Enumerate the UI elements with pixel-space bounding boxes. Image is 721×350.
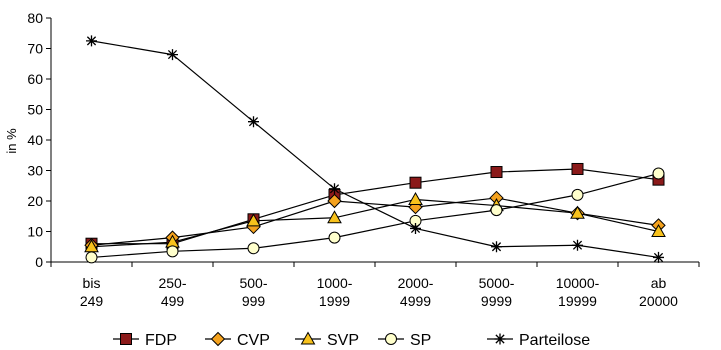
point-parteilose (248, 116, 259, 128)
legend-label-svp: SVP (327, 332, 359, 349)
x-axis-ticks: bis 249 250- 499 500- 999 1000- 1999 2000- 4999 50… (50, 262, 700, 309)
point-sp (85, 251, 98, 264)
point-sp (571, 188, 584, 201)
x-tick-label: 1999 (319, 293, 350, 309)
point-sp (328, 231, 341, 244)
x-tick-label: 5000- (479, 275, 515, 291)
legend-item-svp: SVP (295, 331, 359, 349)
legend-marker-cvp (210, 331, 226, 347)
legend-marker-fdp (120, 333, 132, 345)
y-tick-label: 50 (27, 102, 43, 118)
y-tick-label: 70 (27, 41, 43, 57)
point-fdp (409, 176, 422, 189)
y-axis-label: in % (4, 128, 19, 154)
point-sp (652, 167, 665, 180)
legend-marker-sp (385, 333, 397, 345)
x-tick-label: 499 (161, 293, 185, 309)
point-fdp (571, 162, 584, 175)
x-tick-label: bis (83, 275, 101, 291)
point-fdp (490, 166, 503, 179)
x-tick-label: 249 (80, 293, 104, 309)
point-svp (246, 213, 261, 227)
legend-item-fdp: FDP (113, 332, 177, 349)
point-svp (327, 210, 342, 224)
point-parteilose (410, 222, 421, 234)
point-parteilose (572, 239, 583, 251)
point-svp (570, 205, 585, 219)
legend-item-cvp: CVP (205, 331, 270, 349)
point-parteilose (329, 183, 340, 195)
legend-label-fdp: FDP (145, 332, 177, 349)
x-tick-label: 20000 (639, 293, 678, 309)
y-tick-label: 20 (27, 193, 43, 209)
point-cvp (327, 193, 342, 209)
point-parteilose (491, 241, 502, 253)
y-tick-label: 30 (27, 163, 43, 179)
point-parteilose (653, 251, 664, 263)
x-tick-label: 500- (239, 275, 267, 291)
x-tick-label: 2000- (398, 275, 434, 291)
legend-marker-svp (300, 331, 316, 345)
x-tick-label: ab (651, 275, 667, 291)
y-axis-ticks: 0 10 20 30 40 50 60 70 80 (27, 10, 51, 270)
x-tick-label: 19999 (558, 293, 597, 309)
x-tick-label: 9999 (481, 293, 512, 309)
x-tick-label: 999 (242, 293, 266, 309)
point-sp (247, 242, 260, 255)
x-tick-label: 10000- (556, 275, 600, 291)
legend-item-parteilose: Parteilose (487, 332, 590, 349)
point-svp (408, 191, 423, 205)
y-tick-label: 40 (27, 132, 43, 148)
series-markers (84, 35, 666, 264)
y-tick-label: 80 (27, 10, 43, 26)
series-line-sp (91, 172, 659, 259)
legend: FDP CVP SVP SP Parteilose (113, 331, 590, 349)
y-tick-label: 10 (27, 224, 43, 240)
legend-label-parteilose: Parteilose (519, 332, 590, 349)
point-svp (651, 223, 666, 237)
legend-item-sp: SP (378, 332, 431, 349)
point-sp (166, 245, 179, 258)
x-tick-label: 250- (158, 275, 186, 291)
x-tick-label: 1000- (317, 275, 353, 291)
point-parteilose (86, 35, 97, 47)
legend-label-cvp: CVP (237, 332, 270, 349)
series-line-fdp (91, 168, 659, 245)
point-sp (490, 204, 503, 217)
legend-label-sp: SP (410, 332, 431, 349)
point-parteilose (167, 49, 178, 61)
series-lines (91, 40, 659, 259)
legend-marker-parteilose (494, 333, 506, 345)
y-tick-label: 0 (35, 254, 43, 270)
series-line-parteilose (91, 40, 659, 259)
y-tick-label: 60 (27, 71, 43, 87)
x-tick-label: 4999 (400, 293, 431, 309)
series-line-cvp (91, 197, 659, 246)
